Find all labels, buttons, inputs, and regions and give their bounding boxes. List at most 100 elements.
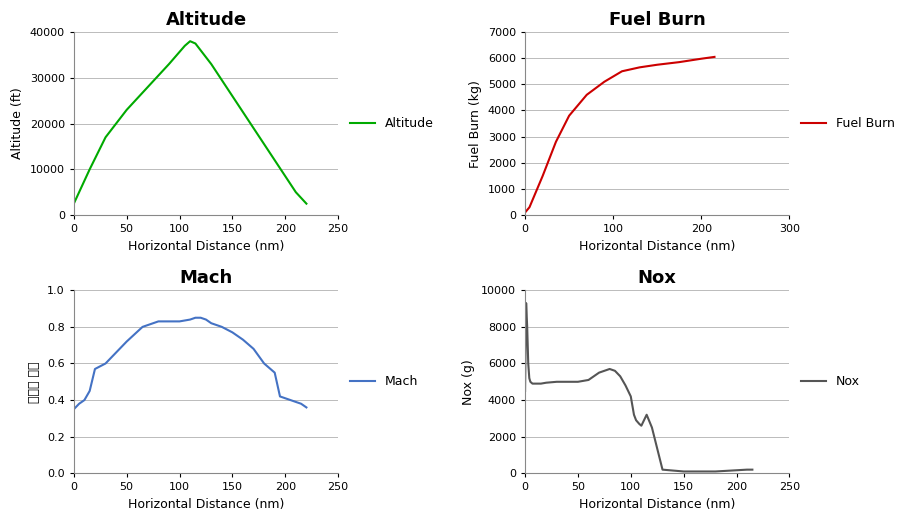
Altitude	[100, 134, 111, 140]
Altitude	[84, 166, 95, 172]
Nox	[629, 412, 639, 418]
Nox	[527, 381, 538, 387]
Nox	[522, 324, 532, 330]
Nox	[522, 360, 533, 366]
Mach	[238, 337, 249, 343]
Nox	[647, 424, 658, 431]
Fuel Burn	[529, 194, 540, 200]
Mach	[206, 320, 217, 326]
Mach	[122, 338, 132, 345]
Mach	[163, 318, 174, 325]
Mach	[148, 320, 159, 326]
Nox	[657, 467, 668, 473]
Mach	[68, 406, 79, 412]
Mach	[153, 318, 164, 325]
X-axis label: Horizontal Distance (nm): Horizontal Distance (nm)	[579, 498, 736, 511]
Nox	[541, 379, 551, 386]
Nox	[599, 367, 610, 374]
Altitude	[269, 157, 280, 163]
Fuel Burn	[617, 68, 628, 75]
Y-axis label: Altitude (ft): Altitude (ft)	[11, 88, 24, 159]
Fuel Burn	[709, 54, 720, 60]
Fuel Burn	[652, 62, 663, 68]
Mach	[217, 324, 228, 330]
Altitude	[249, 125, 259, 131]
Nox	[589, 373, 600, 379]
Fuel Burn	[634, 64, 645, 70]
Mach	[301, 404, 312, 410]
Nox	[535, 381, 546, 387]
Fuel Burn	[524, 204, 535, 210]
Legend: Mach: Mach	[350, 375, 418, 388]
Mach	[280, 395, 291, 401]
Nox	[710, 468, 721, 474]
Mach	[195, 315, 206, 321]
Mach	[185, 316, 196, 323]
Nox	[562, 378, 573, 385]
Nox	[668, 467, 678, 473]
Nox	[532, 381, 543, 387]
Mach	[296, 400, 307, 407]
Title: Fuel Burn: Fuel Burn	[609, 11, 706, 29]
Mach	[137, 324, 148, 330]
Mach	[269, 370, 280, 376]
Legend: Fuel Burn: Fuel Burn	[801, 117, 895, 130]
Altitude	[190, 40, 200, 46]
Y-axis label: Fuel Burn (kg): Fuel Burn (kg)	[469, 80, 483, 168]
Nox	[615, 373, 626, 379]
Altitude	[180, 43, 190, 49]
Title: Mach: Mach	[180, 269, 232, 287]
Fuel Burn	[563, 113, 574, 119]
Nox	[636, 423, 647, 429]
Fuel Burn	[520, 209, 531, 216]
Altitude	[163, 61, 174, 67]
Nox	[551, 378, 562, 385]
X-axis label: Horizontal Distance (nm): Horizontal Distance (nm)	[128, 498, 284, 511]
Altitude	[73, 189, 84, 195]
Mach	[275, 393, 286, 399]
Mach	[100, 360, 111, 366]
Nox	[747, 467, 758, 473]
Mach	[84, 388, 95, 394]
Line: Altitude: Altitude	[73, 41, 307, 204]
Mach	[290, 399, 301, 405]
Altitude	[185, 38, 196, 44]
Y-axis label: 항공기 속도: 항공기 속도	[28, 361, 42, 402]
Nox	[641, 412, 652, 418]
Mach	[249, 346, 259, 352]
Title: Altitude: Altitude	[165, 11, 247, 29]
X-axis label: Horizontal Distance (nm): Horizontal Distance (nm)	[579, 240, 736, 253]
Mach	[73, 400, 84, 407]
Nox	[630, 417, 641, 423]
Altitude	[206, 61, 217, 67]
Nox	[525, 378, 536, 385]
Nox	[634, 421, 645, 427]
Nox	[625, 393, 636, 399]
Mach	[200, 316, 211, 323]
Mach	[227, 329, 238, 336]
Mach	[90, 366, 101, 372]
Nox	[572, 378, 583, 385]
Altitude	[301, 200, 312, 207]
Nox	[583, 377, 594, 383]
Fuel Burn	[599, 79, 610, 85]
Mach	[258, 360, 269, 366]
Legend: Altitude: Altitude	[350, 117, 434, 130]
Fuel Burn	[696, 56, 707, 62]
Fuel Burn	[581, 92, 592, 98]
Mach	[79, 397, 90, 403]
Fuel Burn	[674, 59, 685, 65]
X-axis label: Horizontal Distance (nm): Horizontal Distance (nm)	[128, 240, 284, 253]
Nox	[620, 382, 631, 388]
Nox	[520, 388, 531, 394]
Nox	[604, 366, 615, 372]
Fuel Burn	[551, 139, 561, 145]
Nox	[688, 468, 699, 474]
Y-axis label: Nox (g): Nox (g)	[463, 359, 475, 405]
Fuel Burn	[537, 173, 548, 179]
Line: Nox: Nox	[525, 303, 753, 471]
Altitude	[290, 189, 301, 195]
Nox	[524, 375, 535, 381]
Line: Mach: Mach	[73, 318, 307, 409]
Altitude	[122, 106, 132, 113]
